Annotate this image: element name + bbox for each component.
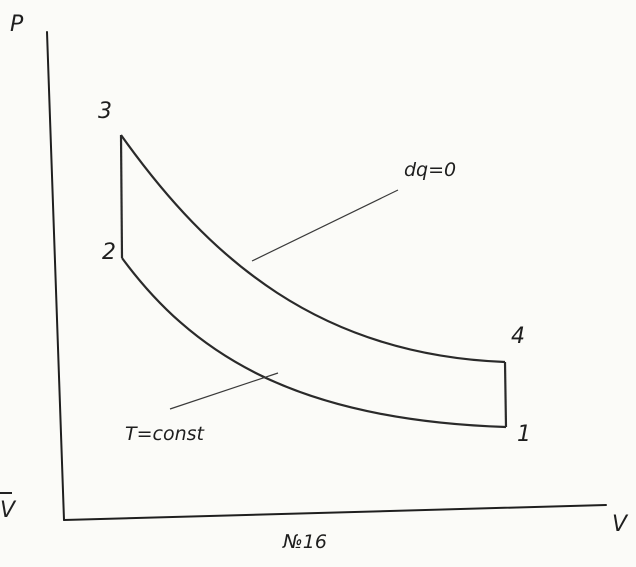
isothermal-annotation: T=const bbox=[125, 423, 204, 445]
left-edge-overbar bbox=[0, 492, 12, 494]
adiabatic-annotation: dq=0 bbox=[404, 159, 457, 181]
left-edge-fragment: V bbox=[0, 498, 16, 523]
process-2-3-line bbox=[119, 134, 124, 259]
y-axis-line bbox=[46, 31, 65, 521]
adiabatic-curve-3-4 bbox=[120, 134, 506, 364]
isothermal-curve-2-1 bbox=[121, 257, 507, 429]
point-label-2: 2 bbox=[102, 240, 116, 265]
leader-line-isothermal bbox=[169, 372, 279, 410]
point-label-3: 3 bbox=[98, 99, 112, 124]
x-axis-label: V bbox=[612, 512, 628, 537]
process-4-1-line bbox=[503, 361, 508, 428]
y-axis-label: P bbox=[10, 12, 24, 37]
leader-line-adiabatic bbox=[251, 189, 399, 262]
x-axis-line bbox=[63, 504, 607, 521]
figure-caption: №16 bbox=[283, 531, 327, 553]
point-label-1: 1 bbox=[517, 422, 531, 447]
point-label-4: 4 bbox=[511, 324, 525, 349]
